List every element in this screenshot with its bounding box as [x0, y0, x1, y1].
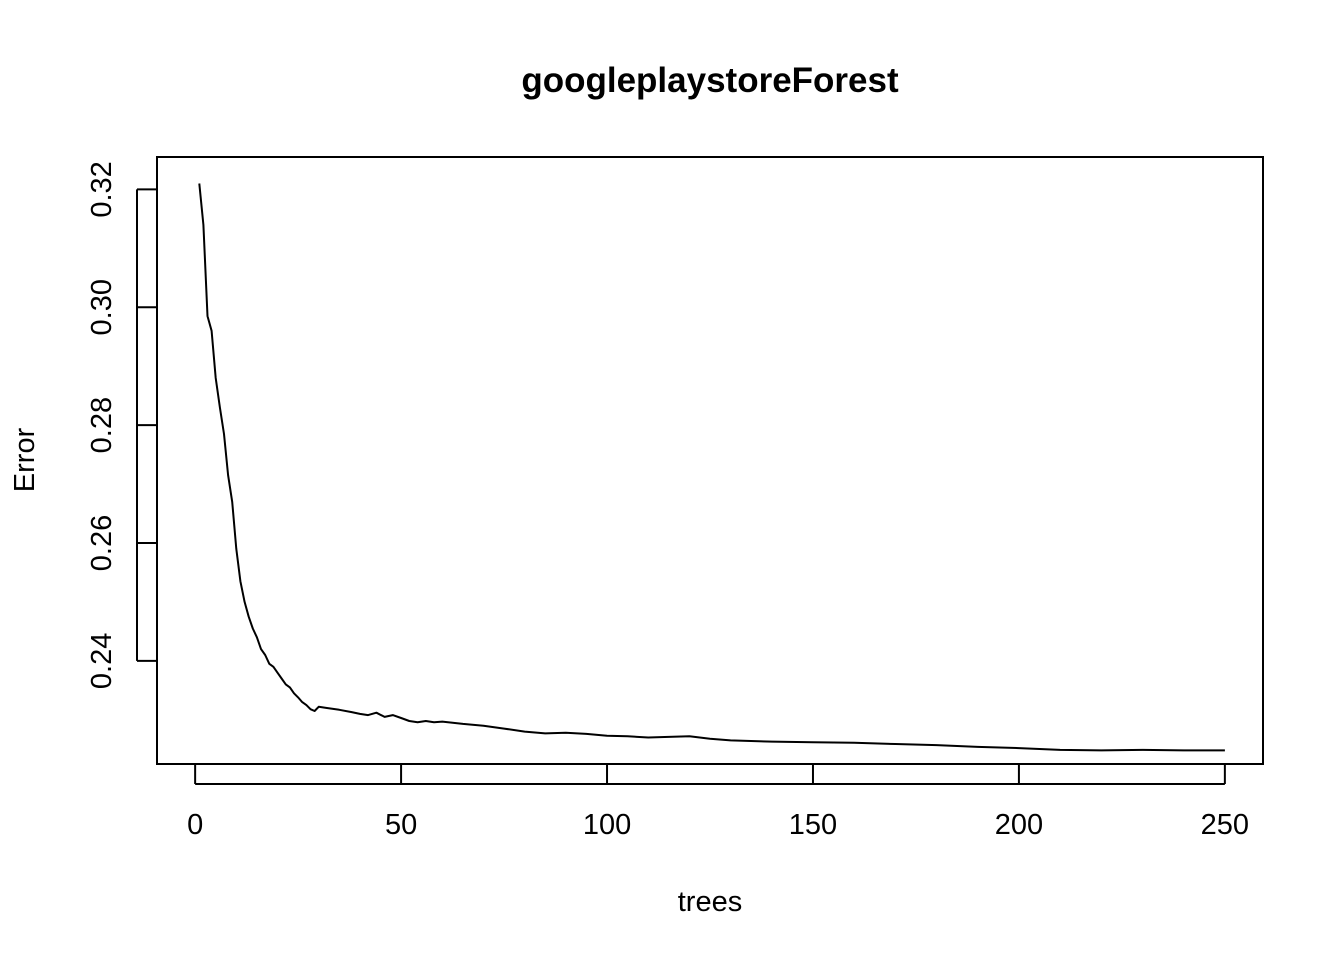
- x-axis-label: trees: [678, 886, 742, 918]
- x-tick-label: 0: [187, 809, 203, 841]
- y-tick-label: 0.28: [86, 397, 118, 453]
- y-axis-label: Error: [9, 427, 41, 492]
- y-tick-label: 0.30: [86, 279, 118, 335]
- x-tick-label: 250: [1201, 809, 1249, 841]
- x-tick-label: 100: [583, 809, 631, 841]
- x-axis: 0 50 100 150 200 250: [187, 764, 1249, 841]
- x-tick-label: 150: [789, 809, 837, 841]
- x-tick-label: 50: [385, 809, 417, 841]
- y-tick-label: 0.26: [86, 515, 118, 571]
- chart-title: googleplaystoreForest: [521, 61, 899, 100]
- x-tick-label: 200: [995, 809, 1043, 841]
- series-line-0: [198, 183, 1225, 752]
- series-group: [198, 183, 1225, 752]
- plot-frame: [156, 156, 1264, 765]
- y-axis: 0.24 0.26 0.28 0.30 0.32: [86, 161, 157, 689]
- y-tick-label: 0.32: [86, 161, 118, 217]
- y-tick-label: 0.24: [86, 633, 118, 689]
